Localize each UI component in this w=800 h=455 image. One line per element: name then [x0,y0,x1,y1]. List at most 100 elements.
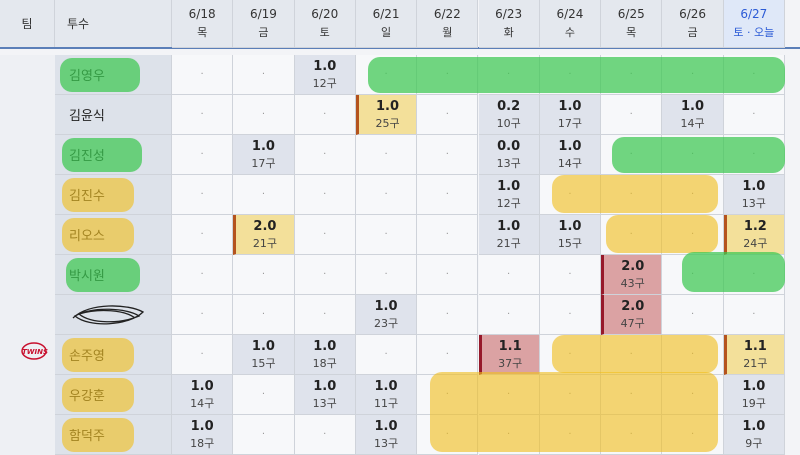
empty-mark: · [568,189,572,200]
innings: 1.0 [190,418,214,434]
cell: · [723,135,785,175]
cell: 1.0 25구 [355,95,418,135]
innings: 1.0 [497,218,521,234]
cell: · [294,95,356,135]
cell: · [294,135,356,175]
date-header: 6/24 수 [539,0,602,48]
empty-mark: · [507,429,511,440]
empty-mark: · [445,109,449,120]
cell: · [417,255,479,295]
empty-mark: · [323,269,327,280]
cell: · [172,55,234,95]
cell: · [662,375,724,415]
cell: 1.1 37구 [478,335,540,375]
pitcher-name [55,295,172,335]
cell: · [355,175,418,215]
cell: · [478,255,540,295]
empty-mark: · [445,429,449,440]
empty-mark: · [690,309,695,320]
cell: 1.0 12구 [478,175,540,215]
cell: · [723,55,785,95]
innings: 1.0 [558,218,582,234]
name-text: 함덕주 [69,429,105,444]
empty-mark: · [568,349,572,360]
cell: 1.0 14구 [662,95,724,135]
cell: · [601,215,663,255]
pitches: 15구 [251,356,276,370]
weekday: 수 [564,26,575,39]
innings: 2.0 [621,258,645,274]
cell: · [417,215,479,255]
cell: · [417,135,479,175]
innings: 1.0 [558,98,582,114]
pitches: 21구 [252,236,277,250]
date: 6/18 [188,7,216,21]
innings: 1.0 [374,418,398,434]
empty-mark: · [200,69,204,80]
pitcher-header: 투수 [55,0,172,48]
empty-mark: · [200,349,204,360]
weekday: 일 [380,26,392,39]
empty-mark: · [752,69,756,80]
pitches: 12구 [312,76,337,90]
empty-mark: · [200,229,204,240]
pitches: 11구 [373,396,399,410]
name-text: 리오스 [69,229,105,244]
empty-mark: · [690,389,695,400]
cell: · [723,95,785,135]
pitcher-name: 박시원 [55,255,172,295]
date: 6/27 [740,7,768,21]
cell: · [539,415,602,455]
innings: 1.0 [497,178,521,194]
empty-mark: · [752,109,756,120]
cell: 1.0 18구 [294,335,356,375]
empty-mark: · [629,429,633,440]
pitches: 13구 [373,436,399,450]
empty-mark: · [323,429,327,440]
cell: · [601,95,663,135]
empty-mark: · [568,269,572,280]
pitches: 14구 [190,396,215,410]
innings: 1.0 [742,418,766,434]
cell: · [233,415,295,455]
cell: · [539,295,602,335]
weekday: 금 [258,26,269,39]
empty-mark: · [507,269,511,280]
empty-mark: · [690,229,695,240]
cell: 1.0 9구 [723,415,785,455]
empty-mark: · [323,189,327,200]
header-text: 투수 [67,17,90,31]
empty-mark: · [690,149,695,160]
empty-mark: · [445,349,449,360]
date-header: 6/27 토 · 오늘 [723,0,785,48]
empty-mark: · [568,429,572,440]
cell: · [233,95,295,135]
weekday: 목 [626,26,637,39]
empty-mark: · [323,309,327,320]
date-header: 6/19 금 [233,0,295,48]
cell: 2.0 47구 [601,295,663,335]
cell: · [662,335,724,375]
team-column [0,55,56,455]
cell: 2.0 43구 [601,255,663,295]
cell: · [478,55,540,95]
cell: · [172,95,234,135]
empty-mark: · [690,269,695,280]
pitcher-name: 김진성 [55,135,172,175]
cell: · [172,295,234,335]
cell: · [172,215,234,255]
team-header: 팀 [0,0,55,48]
cell: · [355,215,418,255]
cell: · [355,55,418,95]
empty-mark: · [752,309,756,320]
date: 6/26 [679,7,707,21]
cell: · [233,375,295,415]
cell: · [601,375,663,415]
pitches: 13구 [312,396,337,410]
cell: · [662,175,724,215]
pitcher-name: 함덕주 [55,415,172,455]
cell: · [478,415,540,455]
date: 6/22 [433,7,461,21]
pitches: 24구 [743,236,768,250]
empty-mark: · [261,309,266,320]
